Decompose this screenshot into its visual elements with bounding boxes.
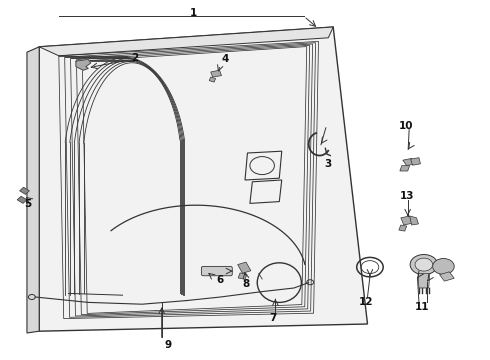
Polygon shape <box>209 77 216 82</box>
Polygon shape <box>20 187 29 194</box>
Text: 5: 5 <box>24 199 31 210</box>
Text: 11: 11 <box>415 302 430 312</box>
Text: 8: 8 <box>243 279 249 289</box>
Text: 4: 4 <box>221 54 229 64</box>
Polygon shape <box>39 27 333 56</box>
Polygon shape <box>410 216 418 225</box>
Circle shape <box>433 258 454 274</box>
Polygon shape <box>440 272 454 281</box>
FancyBboxPatch shape <box>201 266 232 276</box>
Circle shape <box>410 255 438 275</box>
Polygon shape <box>418 274 430 288</box>
Polygon shape <box>211 70 221 77</box>
Polygon shape <box>403 158 416 166</box>
Text: 7: 7 <box>270 312 277 323</box>
Text: 13: 13 <box>399 191 414 201</box>
Polygon shape <box>400 166 410 171</box>
Text: 12: 12 <box>359 297 374 307</box>
Text: 3: 3 <box>325 159 332 169</box>
Text: 2: 2 <box>131 53 138 63</box>
Polygon shape <box>39 27 368 331</box>
Polygon shape <box>76 59 91 70</box>
Circle shape <box>415 258 433 271</box>
Text: 10: 10 <box>398 121 413 131</box>
Polygon shape <box>411 158 420 165</box>
Polygon shape <box>238 273 247 279</box>
Text: 6: 6 <box>216 275 223 285</box>
Polygon shape <box>27 47 39 333</box>
Text: 1: 1 <box>190 8 197 18</box>
Polygon shape <box>17 196 27 203</box>
Polygon shape <box>238 262 251 273</box>
Text: 9: 9 <box>165 340 172 350</box>
Polygon shape <box>399 225 407 231</box>
Polygon shape <box>401 216 413 225</box>
